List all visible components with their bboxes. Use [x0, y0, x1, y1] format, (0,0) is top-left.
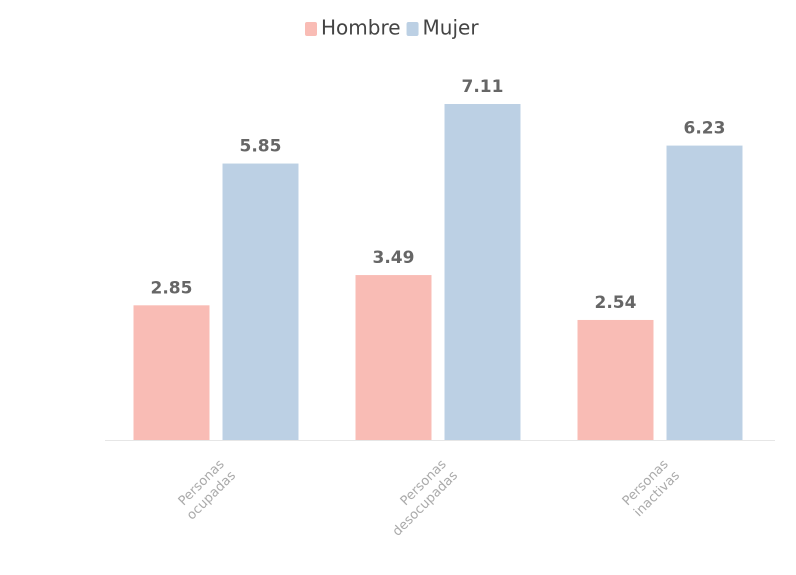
value-label: 2.85 — [151, 278, 193, 298]
bar — [444, 104, 521, 440]
value-label: 7.11 — [462, 77, 504, 97]
x-tick-label: Personasdesocupadas — [378, 457, 461, 540]
value-label: 6.23 — [684, 119, 726, 139]
legend-label: Mujer — [423, 16, 480, 40]
bar — [577, 319, 654, 440]
bar — [666, 145, 743, 441]
bar — [133, 305, 210, 440]
legend-swatch — [305, 22, 317, 36]
bar — [222, 163, 299, 440]
x-tick-label: Personasocupadas — [172, 457, 238, 523]
bar — [355, 275, 432, 440]
legend-label: Hombre — [321, 16, 401, 40]
value-label: 2.54 — [595, 293, 637, 313]
x-tick-label: Personasinactivas — [619, 457, 682, 520]
legend-swatch — [406, 22, 419, 36]
value-label: 5.85 — [240, 137, 282, 157]
value-label: 3.49 — [373, 248, 415, 268]
